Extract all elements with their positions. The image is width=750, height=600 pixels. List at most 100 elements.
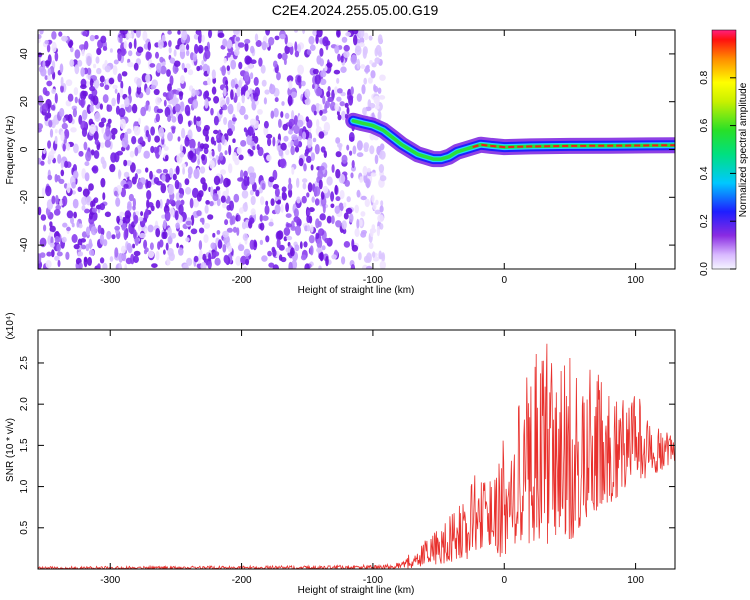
colorbar-ticks: 0.0 0.2 0.4 0.6 0.8	[699, 70, 736, 276]
noise-blob	[264, 204, 270, 215]
noise-blob	[322, 185, 329, 194]
noise-blob	[352, 145, 357, 155]
noise-blob	[230, 59, 237, 70]
noise-blob	[196, 210, 202, 217]
noise-blob	[288, 129, 293, 135]
noise-blob	[60, 84, 64, 93]
noise-blob	[46, 44, 51, 53]
noise-blob	[168, 40, 172, 48]
noise-blob	[157, 241, 161, 250]
noise-blob	[304, 88, 311, 99]
noise-blob	[193, 115, 197, 126]
noise-blob	[280, 204, 284, 213]
noise-blob	[126, 128, 132, 134]
noise-blob	[46, 80, 53, 87]
noise-blob	[261, 255, 268, 262]
noise-blob	[322, 95, 326, 105]
noise-blob	[143, 150, 150, 159]
noise-blob	[237, 244, 245, 252]
noise-blob	[133, 229, 137, 240]
noise-blob	[224, 150, 228, 156]
noise-blob	[334, 205, 341, 214]
x-tick-label: -100	[363, 575, 383, 586]
noise-blob	[123, 171, 130, 178]
noise-blob	[120, 80, 124, 90]
noise-blob	[192, 99, 199, 109]
noise-blob	[45, 185, 52, 197]
noise-blob	[309, 44, 316, 51]
noise-blob	[203, 147, 209, 155]
noise-blob	[171, 116, 177, 123]
noise-blob	[134, 173, 138, 180]
noise-blob	[272, 264, 280, 269]
noise-blob	[163, 99, 167, 107]
noise-blob	[375, 199, 379, 205]
y-tick-label: 40	[19, 48, 30, 60]
noise-blob	[178, 91, 184, 97]
noise-blob	[302, 30, 306, 35]
noise-blob	[256, 144, 260, 151]
noise-blob	[138, 216, 144, 222]
noise-blob	[344, 102, 349, 108]
noise-blob	[44, 60, 51, 67]
noise-blob	[88, 93, 94, 100]
noise-blob	[77, 186, 83, 192]
noise-blob	[197, 158, 201, 165]
noise-blob	[217, 239, 223, 250]
noise-blob	[62, 222, 68, 228]
noise-blob	[207, 214, 214, 220]
noise-blob	[302, 131, 307, 140]
snr-line	[38, 343, 675, 569]
noise-blob	[49, 221, 53, 228]
noise-blob	[47, 174, 53, 181]
noise-blob	[348, 213, 354, 223]
noise-blob	[94, 139, 100, 146]
noise-blob	[59, 63, 64, 74]
noise-blob	[277, 53, 283, 60]
noise-blob	[89, 123, 96, 135]
noise-blob	[370, 70, 376, 79]
signal-ridge	[345, 112, 675, 168]
noise-blob	[209, 159, 215, 169]
noise-blob	[230, 89, 234, 101]
noise-blob	[340, 66, 347, 73]
noise-blob	[38, 123, 43, 130]
noise-blob	[57, 259, 61, 268]
noise-blob	[85, 151, 92, 162]
noise-blob	[41, 103, 48, 113]
noise-blob	[374, 104, 380, 110]
noise-blob	[147, 224, 154, 233]
noise-blob	[83, 257, 88, 268]
noise-blob	[71, 222, 75, 228]
noise-blob	[99, 257, 105, 264]
noise-blob	[104, 139, 111, 148]
noise-blob	[373, 85, 379, 93]
noise-blob	[189, 150, 194, 159]
noise-blob	[293, 139, 299, 146]
noise-blob	[189, 138, 196, 150]
noise-blob	[166, 198, 170, 206]
noise-blob	[220, 169, 226, 175]
noise-blob	[126, 242, 132, 252]
noise-blob	[351, 160, 355, 169]
noise-blob	[149, 170, 153, 180]
noise-blob	[239, 207, 244, 214]
noise-blob	[70, 127, 77, 133]
noise-blob	[368, 35, 373, 41]
noise-blob	[222, 230, 229, 238]
colorbar-label: Normalized spectral amplitude	[738, 82, 749, 217]
noise-blob	[370, 172, 377, 177]
noise-blob	[333, 69, 341, 75]
noise-blob	[216, 133, 222, 142]
noise-blob	[186, 257, 193, 266]
noise-blob	[165, 242, 169, 251]
noise-blob	[268, 176, 275, 183]
noise-blob	[178, 247, 184, 256]
noise-blob	[213, 129, 219, 135]
noise-blob	[337, 142, 343, 148]
noise-blob	[118, 107, 126, 118]
noise-blob	[62, 143, 66, 152]
noise-blob	[319, 165, 325, 171]
noise-blob	[319, 47, 324, 57]
noise-blob	[126, 160, 132, 166]
